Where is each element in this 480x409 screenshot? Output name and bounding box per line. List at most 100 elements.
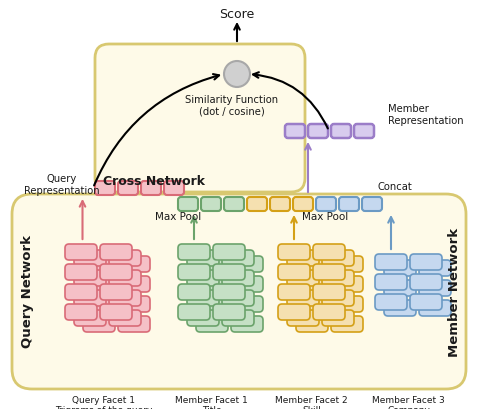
FancyBboxPatch shape [74,270,106,286]
FancyBboxPatch shape [354,125,374,139]
FancyBboxPatch shape [213,304,245,320]
FancyBboxPatch shape [331,296,363,312]
FancyBboxPatch shape [419,280,451,296]
FancyBboxPatch shape [296,276,328,292]
FancyBboxPatch shape [213,284,245,300]
FancyBboxPatch shape [313,264,345,280]
FancyBboxPatch shape [313,304,345,320]
FancyBboxPatch shape [109,310,141,326]
Text: Member Facet 3
Company: Member Facet 3 Company [372,395,445,409]
FancyBboxPatch shape [287,310,319,326]
FancyBboxPatch shape [384,261,416,276]
FancyBboxPatch shape [419,261,451,276]
FancyBboxPatch shape [331,125,351,139]
FancyBboxPatch shape [187,290,219,306]
FancyBboxPatch shape [118,276,150,292]
FancyBboxPatch shape [278,264,310,280]
FancyBboxPatch shape [164,182,184,196]
Text: Query Facet 1
Trigrams of the query: Query Facet 1 Trigrams of the query [55,395,152,409]
FancyBboxPatch shape [287,270,319,286]
FancyBboxPatch shape [178,284,210,300]
FancyBboxPatch shape [375,254,407,270]
FancyBboxPatch shape [313,245,345,261]
FancyBboxPatch shape [187,250,219,266]
FancyBboxPatch shape [322,270,354,286]
Text: Score: Score [219,8,254,21]
FancyBboxPatch shape [187,310,219,326]
FancyBboxPatch shape [100,264,132,280]
Text: Query
Representation: Query Representation [24,174,100,196]
FancyBboxPatch shape [410,294,442,310]
FancyBboxPatch shape [410,254,442,270]
FancyBboxPatch shape [83,296,115,312]
FancyBboxPatch shape [201,198,221,211]
FancyBboxPatch shape [322,290,354,306]
FancyBboxPatch shape [83,256,115,272]
FancyBboxPatch shape [313,284,345,300]
FancyBboxPatch shape [278,245,310,261]
FancyBboxPatch shape [178,264,210,280]
FancyBboxPatch shape [141,182,161,196]
FancyBboxPatch shape [65,304,97,320]
FancyBboxPatch shape [74,310,106,326]
FancyBboxPatch shape [278,304,310,320]
FancyBboxPatch shape [322,250,354,266]
FancyBboxPatch shape [178,304,210,320]
FancyBboxPatch shape [384,280,416,296]
Text: Similarity Function
(dot / cosine): Similarity Function (dot / cosine) [185,95,278,116]
FancyBboxPatch shape [118,296,150,312]
Text: Max Pool: Max Pool [155,211,201,221]
FancyBboxPatch shape [187,270,219,286]
Text: Concat: Concat [378,182,412,191]
FancyBboxPatch shape [331,316,363,332]
FancyBboxPatch shape [178,198,198,211]
FancyBboxPatch shape [316,198,336,211]
FancyBboxPatch shape [196,276,228,292]
FancyBboxPatch shape [375,294,407,310]
FancyBboxPatch shape [384,300,416,316]
Circle shape [224,62,250,88]
FancyBboxPatch shape [109,250,141,266]
FancyBboxPatch shape [222,250,254,266]
FancyBboxPatch shape [196,256,228,272]
FancyBboxPatch shape [339,198,359,211]
Text: Member
Representation: Member Representation [388,104,464,126]
FancyBboxPatch shape [270,198,290,211]
FancyBboxPatch shape [83,276,115,292]
FancyBboxPatch shape [247,198,267,211]
FancyBboxPatch shape [231,256,263,272]
FancyBboxPatch shape [65,264,97,280]
FancyBboxPatch shape [331,276,363,292]
FancyBboxPatch shape [65,245,97,261]
FancyBboxPatch shape [109,290,141,306]
FancyBboxPatch shape [213,264,245,280]
FancyBboxPatch shape [322,310,354,326]
FancyBboxPatch shape [100,284,132,300]
FancyBboxPatch shape [296,316,328,332]
FancyBboxPatch shape [118,316,150,332]
FancyBboxPatch shape [196,296,228,312]
FancyBboxPatch shape [222,310,254,326]
Text: Member Facet 2
Skill: Member Facet 2 Skill [275,395,348,409]
FancyBboxPatch shape [74,250,106,266]
FancyBboxPatch shape [331,256,363,272]
FancyBboxPatch shape [109,270,141,286]
FancyBboxPatch shape [118,256,150,272]
FancyBboxPatch shape [95,182,115,196]
FancyBboxPatch shape [285,125,305,139]
Text: Member Network: Member Network [448,227,461,356]
FancyBboxPatch shape [278,284,310,300]
FancyBboxPatch shape [308,125,328,139]
FancyBboxPatch shape [12,195,466,389]
FancyBboxPatch shape [362,198,382,211]
FancyBboxPatch shape [100,304,132,320]
FancyBboxPatch shape [410,274,442,290]
Text: Max Pool: Max Pool [302,211,348,221]
FancyBboxPatch shape [118,182,138,196]
FancyBboxPatch shape [213,245,245,261]
FancyBboxPatch shape [296,296,328,312]
FancyBboxPatch shape [222,290,254,306]
FancyBboxPatch shape [65,284,97,300]
FancyBboxPatch shape [83,316,115,332]
FancyBboxPatch shape [293,198,313,211]
